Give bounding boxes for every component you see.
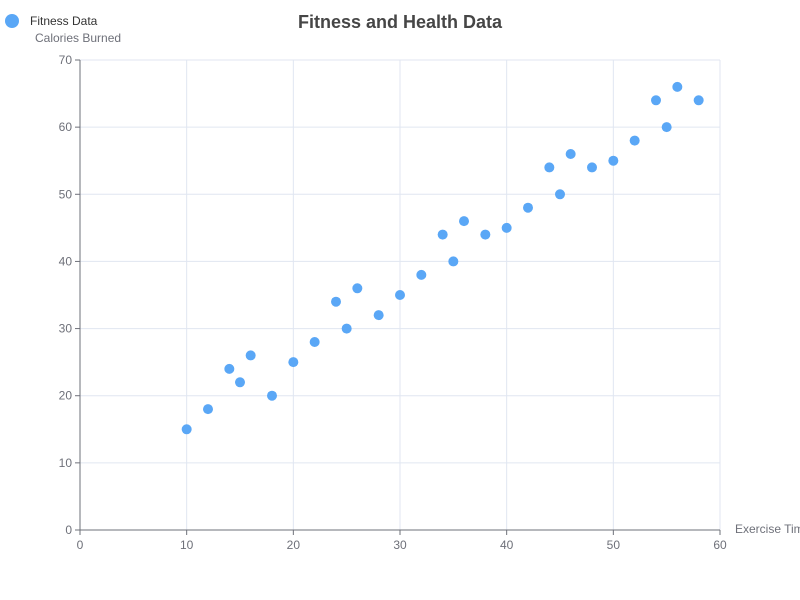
y-tick-label: 40	[59, 254, 73, 268]
legend-marker	[5, 14, 19, 28]
data-point[interactable]	[437, 229, 448, 240]
data-point[interactable]	[416, 269, 427, 280]
data-point[interactable]	[459, 216, 469, 227]
data-point[interactable]	[331, 296, 341, 307]
tick-labels: 0 10 20 30 40 50 60 0 10 20 30 40 50 60 70	[59, 53, 727, 552]
y-axis-label: Calories Burned	[35, 31, 121, 45]
data-point[interactable]	[224, 363, 235, 374]
data-points	[181, 81, 704, 435]
y-tick-label: 10	[59, 456, 73, 470]
data-point[interactable]	[352, 283, 363, 294]
legend[interactable]: Fitness Data	[5, 14, 98, 28]
data-point[interactable]	[448, 256, 459, 267]
data-point[interactable]	[373, 310, 384, 321]
data-point[interactable]	[672, 81, 683, 92]
y-tick-label: 20	[59, 389, 73, 403]
y-tick-label: 70	[59, 53, 73, 67]
y-tick-label: 0	[65, 523, 72, 537]
x-tick-label: 50	[607, 538, 621, 552]
x-axis-label: Exercise Time	[735, 522, 800, 536]
data-point[interactable]	[288, 357, 299, 368]
data-point[interactable]	[309, 337, 320, 347]
y-tick-label: 60	[59, 120, 73, 134]
data-point[interactable]	[480, 229, 491, 240]
x-tick-label: 10	[180, 538, 194, 552]
x-tick-label: 0	[77, 538, 84, 552]
data-point[interactable]	[395, 290, 405, 300]
grid	[80, 59, 721, 530]
data-point[interactable]	[629, 135, 640, 146]
data-point[interactable]	[501, 222, 512, 233]
data-point[interactable]	[181, 424, 192, 435]
y-tick-label: 50	[59, 187, 73, 201]
data-point[interactable]	[341, 323, 352, 334]
data-point[interactable]	[651, 95, 661, 106]
x-tick-label: 30	[393, 538, 407, 552]
data-point[interactable]	[235, 377, 245, 388]
x-tick-label: 20	[287, 538, 301, 552]
data-point[interactable]	[608, 155, 619, 166]
axes	[75, 59, 721, 535]
data-point[interactable]	[587, 162, 597, 173]
data-point[interactable]	[203, 404, 213, 415]
data-point[interactable]	[544, 162, 555, 173]
data-point[interactable]	[267, 390, 277, 401]
legend-label: Fitness Data	[30, 14, 98, 28]
x-tick-label: 40	[500, 538, 514, 552]
data-point[interactable]	[523, 202, 533, 213]
data-point[interactable]	[555, 189, 565, 200]
data-point[interactable]	[661, 122, 672, 133]
data-point[interactable]	[693, 95, 704, 106]
data-point[interactable]	[565, 149, 576, 159]
y-tick-label: 30	[59, 322, 73, 336]
x-tick-label: 60	[713, 538, 727, 552]
data-point[interactable]	[245, 350, 256, 361]
chart-title: Fitness and Health Data	[298, 12, 503, 32]
